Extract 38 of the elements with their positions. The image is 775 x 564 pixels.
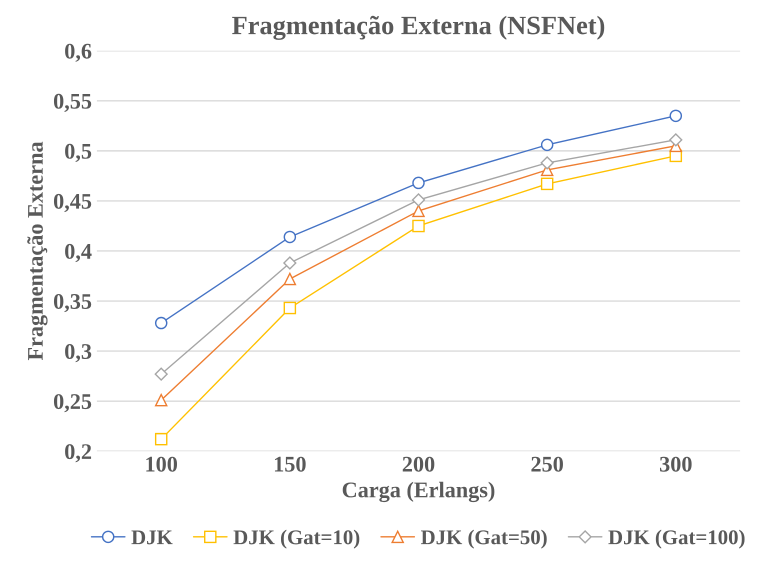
x-tick-label: 150 bbox=[274, 456, 306, 472]
y-tick-label: 0,4 bbox=[65, 244, 92, 262]
point bbox=[412, 220, 425, 232]
point bbox=[669, 133, 682, 146]
point bbox=[412, 176, 425, 190]
point bbox=[284, 272, 296, 286]
y-tick-label: 0,45 bbox=[54, 194, 92, 212]
x-tick-label: 250 bbox=[531, 456, 563, 472]
point bbox=[670, 110, 682, 122]
legend-label: DJK (Gat=100) bbox=[608, 530, 745, 549]
point bbox=[154, 316, 168, 330]
point bbox=[154, 432, 168, 446]
y-axis-title: Fragmentação Externa bbox=[27, 142, 48, 360]
point bbox=[540, 156, 554, 170]
y-tick-label: 0,35 bbox=[54, 294, 92, 312]
point bbox=[540, 138, 554, 152]
y-tick-label: 0,55 bbox=[54, 94, 92, 112]
point bbox=[154, 368, 168, 381]
x-tick-label: 100 bbox=[146, 456, 178, 472]
legend-label: DJK (Gat=50) bbox=[420, 530, 547, 549]
point bbox=[154, 394, 168, 406]
legend-label: DJK bbox=[131, 530, 173, 544]
point bbox=[284, 230, 296, 244]
point bbox=[540, 178, 554, 190]
y-tick-label: 0,25 bbox=[54, 394, 92, 412]
point bbox=[284, 302, 296, 314]
y-tick-label: 0,5 bbox=[65, 144, 92, 162]
y-tick-label: 0,2 bbox=[65, 444, 92, 462]
chart-title: Fragmentação Externa (NSFNet) bbox=[232, 16, 604, 40]
point bbox=[283, 256, 296, 270]
legend-label: DJK (Gat=10) bbox=[234, 530, 360, 549]
y-tick-label: 0,3 bbox=[65, 344, 92, 362]
x-axis-title: Carga (Erlangs) bbox=[342, 482, 494, 502]
point bbox=[412, 204, 425, 218]
x-tick-label: 200 bbox=[402, 456, 434, 472]
point bbox=[412, 193, 426, 207]
x-tick-label: 300 bbox=[660, 456, 692, 472]
y-tick-label: 0,6 bbox=[65, 44, 92, 62]
